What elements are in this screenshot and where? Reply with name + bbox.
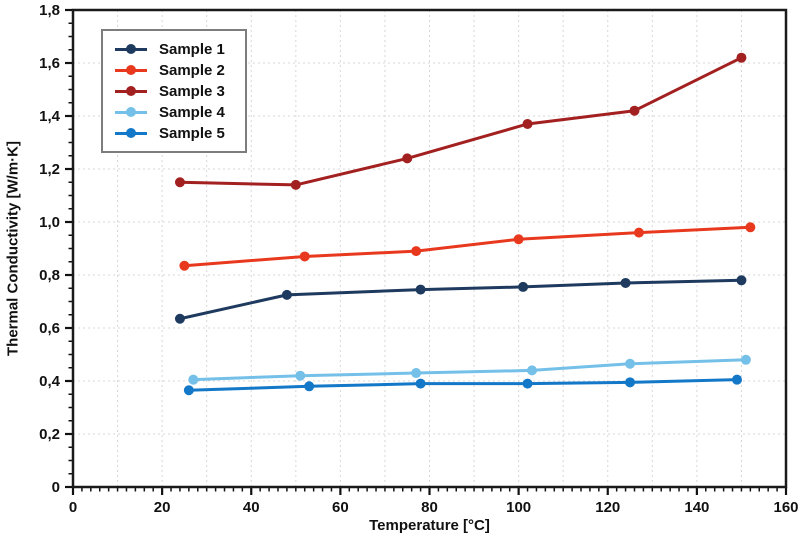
legend-label: Sample 3: [159, 82, 225, 100]
data-point: [174, 177, 185, 188]
data-point: [522, 378, 533, 389]
legend-item-sample-3: Sample 3: [115, 81, 235, 101]
data-point: [625, 377, 636, 388]
data-point: [179, 260, 190, 271]
y-tick-label: 1,6: [39, 55, 60, 72]
data-point: [281, 289, 292, 300]
data-point: [736, 52, 747, 63]
y-tick-label: 0: [52, 479, 60, 496]
y-tick-label: 1,4: [39, 108, 61, 125]
legend: Sample 1 Sample 2 Sample 3 Sample 4 Samp…: [101, 29, 247, 153]
x-tick-label: 40: [243, 499, 260, 516]
x-tick-label: 20: [154, 499, 171, 516]
data-point: [411, 368, 422, 379]
legend-item-sample-1: Sample 1: [115, 39, 235, 59]
data-point: [620, 277, 631, 288]
data-point: [411, 246, 422, 257]
data-point: [415, 284, 426, 295]
data-point: [522, 118, 533, 129]
tick-labels: 0 20 40 60 80 100 120 140 160 0 0,2 0,4 0,6 0,8 1,0 1,2…: [39, 2, 798, 516]
y-tick-label: 0,4: [39, 373, 61, 390]
series-line: [182, 225, 752, 268]
sample-3-marker-icon: [115, 85, 147, 97]
plot-frame: [71, 8, 788, 489]
y-axis-title: Thermal Conductivity [W/m·K]: [4, 141, 22, 357]
sample-2-marker-icon: [115, 64, 147, 76]
legend-item-sample-4: Sample 4: [115, 102, 235, 122]
series-sample-2: [179, 222, 756, 271]
series-line: [178, 56, 743, 187]
x-tick-label: 80: [421, 499, 438, 516]
data-point: [415, 378, 426, 389]
data-point: [183, 385, 194, 396]
y-tick-label: 1,2: [39, 161, 60, 178]
legend-label: Sample 5: [159, 124, 225, 142]
series-line: [187, 378, 739, 392]
data-point: [513, 234, 524, 245]
y-tick-label: 0,6: [39, 320, 60, 337]
data-point: [188, 374, 199, 385]
data-point: [740, 354, 751, 365]
gridlines: [73, 10, 786, 487]
data-point: [518, 281, 529, 292]
series-sample-5: [183, 374, 742, 396]
legend-label: Sample 2: [159, 61, 225, 79]
series-line: [178, 278, 743, 321]
y-tick-label: 1,8: [39, 2, 60, 19]
data-point: [736, 275, 747, 286]
data-point: [629, 105, 640, 116]
data-point: [625, 358, 636, 369]
data-point: [304, 381, 315, 392]
legend-label: Sample 4: [159, 103, 225, 121]
y-tick-label: 0,2: [39, 426, 60, 443]
series-line: [191, 358, 748, 382]
legend-label: Sample 1: [159, 40, 225, 58]
data-point: [295, 370, 306, 381]
x-tick-label: 60: [332, 499, 349, 516]
y-tick-label: 0,8: [39, 267, 60, 284]
series-sample-4: [188, 354, 751, 385]
y-tick-label: 1,0: [39, 214, 60, 231]
sample-4-marker-icon: [115, 106, 147, 118]
data-point: [526, 365, 537, 376]
data-point: [290, 179, 301, 190]
sample-5-marker-icon: [115, 127, 147, 139]
legend-item-sample-5: Sample 5: [115, 123, 235, 143]
x-tick-label: 120: [595, 499, 620, 516]
x-tick-label: 100: [506, 499, 531, 516]
series-sample-1: [174, 275, 747, 324]
data-point: [731, 374, 742, 385]
x-tick-label: 160: [773, 499, 798, 516]
series-sample-3: [174, 52, 747, 190]
data-point: [745, 222, 756, 233]
data-point: [174, 313, 185, 324]
x-axis-title: Temperature [°C]: [369, 517, 490, 534]
x-tick-label: 0: [69, 499, 77, 516]
data-point: [402, 153, 413, 164]
x-tick-label: 140: [684, 499, 709, 516]
data-point: [633, 227, 644, 238]
legend-item-sample-2: Sample 2: [115, 60, 235, 80]
sample-1-marker-icon: [115, 43, 147, 55]
data-point: [299, 251, 310, 262]
